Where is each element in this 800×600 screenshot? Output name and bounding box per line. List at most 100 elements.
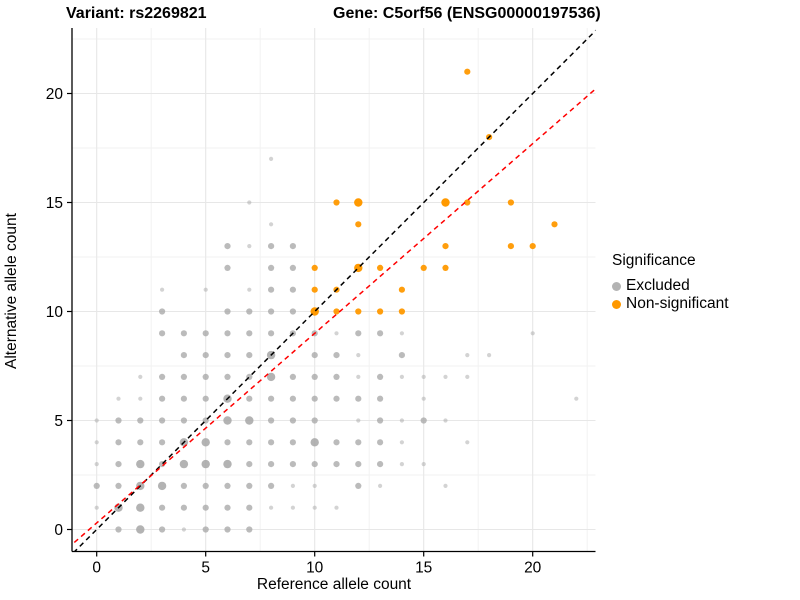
- data-point-excluded[interactable]: [377, 461, 384, 468]
- data-point-excluded[interactable]: [289, 286, 296, 293]
- data-point-excluded[interactable]: [269, 505, 274, 510]
- data-point-non-significant[interactable]: [311, 286, 318, 293]
- data-point-excluded[interactable]: [180, 395, 187, 402]
- data-point-excluded[interactable]: [202, 526, 209, 533]
- data-point-non-significant[interactable]: [441, 198, 450, 207]
- data-point-non-significant[interactable]: [354, 198, 363, 207]
- data-point-excluded[interactable]: [268, 482, 275, 489]
- data-point-excluded[interactable]: [116, 396, 121, 401]
- data-point-excluded[interactable]: [378, 483, 383, 488]
- data-point-excluded[interactable]: [224, 439, 231, 446]
- data-point-excluded[interactable]: [180, 330, 187, 337]
- data-point-non-significant[interactable]: [377, 264, 384, 271]
- data-point-excluded[interactable]: [247, 287, 252, 292]
- data-point-excluded[interactable]: [246, 526, 253, 533]
- data-point-excluded[interactable]: [245, 416, 254, 425]
- data-point-excluded[interactable]: [137, 417, 144, 424]
- data-point-excluded[interactable]: [224, 526, 231, 533]
- data-point-excluded[interactable]: [355, 482, 362, 489]
- data-point-excluded[interactable]: [290, 505, 295, 510]
- data-point-excluded[interactable]: [333, 395, 340, 402]
- data-point-non-significant[interactable]: [311, 264, 318, 271]
- data-point-excluded[interactable]: [224, 373, 231, 380]
- data-point-excluded[interactable]: [465, 353, 470, 358]
- data-point-excluded[interactable]: [157, 481, 167, 491]
- data-point-excluded[interactable]: [421, 396, 426, 401]
- data-point-excluded[interactable]: [377, 439, 384, 446]
- data-point-excluded[interactable]: [201, 438, 210, 447]
- data-point-excluded[interactable]: [224, 330, 231, 337]
- data-point-non-significant[interactable]: [529, 243, 536, 250]
- data-point-excluded[interactable]: [311, 395, 318, 402]
- data-point-excluded[interactable]: [333, 461, 340, 468]
- data-point-excluded[interactable]: [289, 439, 296, 446]
- data-point-excluded[interactable]: [356, 353, 361, 358]
- data-point-excluded[interactable]: [530, 331, 535, 336]
- data-point-excluded[interactable]: [269, 156, 274, 161]
- data-point-excluded[interactable]: [399, 331, 404, 336]
- data-point-excluded[interactable]: [202, 330, 209, 337]
- data-point-excluded[interactable]: [574, 396, 579, 401]
- data-point-excluded[interactable]: [311, 461, 318, 468]
- data-point-non-significant[interactable]: [442, 264, 449, 271]
- data-point-excluded[interactable]: [266, 372, 276, 382]
- data-point-excluded[interactable]: [246, 461, 253, 468]
- data-point-excluded[interactable]: [355, 395, 362, 402]
- data-point-excluded[interactable]: [289, 417, 296, 424]
- data-point-excluded[interactable]: [247, 244, 252, 249]
- data-point-excluded[interactable]: [94, 418, 99, 423]
- data-point-excluded[interactable]: [420, 417, 427, 424]
- data-point-excluded[interactable]: [289, 264, 296, 271]
- data-point-excluded[interactable]: [356, 374, 361, 379]
- data-point-excluded[interactable]: [465, 374, 470, 379]
- data-point-excluded[interactable]: [399, 440, 404, 445]
- data-point-excluded[interactable]: [202, 504, 209, 511]
- data-point-excluded[interactable]: [311, 417, 318, 424]
- data-point-non-significant[interactable]: [551, 221, 558, 228]
- data-point-excluded[interactable]: [138, 374, 143, 379]
- data-point-excluded[interactable]: [136, 459, 145, 469]
- data-point-excluded[interactable]: [202, 482, 209, 489]
- data-point-excluded[interactable]: [377, 330, 384, 337]
- data-point-excluded[interactable]: [268, 330, 275, 337]
- data-point-excluded[interactable]: [181, 527, 186, 532]
- data-point-non-significant[interactable]: [398, 286, 405, 293]
- data-point-excluded[interactable]: [399, 418, 404, 423]
- data-point-excluded[interactable]: [136, 503, 145, 512]
- data-point-excluded[interactable]: [137, 439, 144, 446]
- data-point-excluded[interactable]: [312, 505, 317, 510]
- data-point-excluded[interactable]: [94, 440, 99, 445]
- data-point-excluded[interactable]: [443, 483, 448, 488]
- data-point-excluded[interactable]: [268, 461, 275, 468]
- data-point-excluded[interactable]: [289, 243, 296, 250]
- data-point-non-significant[interactable]: [420, 264, 427, 271]
- data-point-excluded[interactable]: [202, 352, 209, 359]
- data-point-excluded[interactable]: [355, 330, 362, 337]
- data-point-excluded[interactable]: [180, 504, 187, 511]
- data-point-excluded[interactable]: [247, 200, 252, 205]
- data-point-excluded[interactable]: [289, 373, 296, 380]
- data-point-excluded[interactable]: [224, 264, 231, 271]
- data-point-excluded[interactable]: [421, 374, 426, 379]
- data-point-excluded[interactable]: [159, 373, 166, 380]
- data-point-excluded[interactable]: [180, 482, 187, 489]
- data-point-excluded[interactable]: [268, 308, 275, 315]
- data-point-excluded[interactable]: [289, 308, 296, 315]
- data-point-excluded[interactable]: [310, 438, 319, 447]
- data-point-excluded[interactable]: [159, 417, 166, 424]
- data-point-excluded[interactable]: [246, 352, 253, 359]
- data-point-excluded[interactable]: [224, 504, 231, 511]
- data-point-excluded[interactable]: [93, 482, 100, 489]
- data-point-excluded[interactable]: [179, 459, 189, 469]
- data-point-excluded[interactable]: [398, 352, 405, 359]
- data-point-excluded[interactable]: [202, 373, 209, 380]
- data-point-excluded[interactable]: [333, 439, 340, 446]
- data-point-excluded[interactable]: [115, 461, 122, 468]
- data-point-excluded[interactable]: [268, 243, 275, 250]
- data-point-excluded[interactable]: [356, 418, 361, 423]
- data-point-excluded[interactable]: [246, 308, 253, 315]
- data-point-excluded[interactable]: [224, 243, 231, 250]
- data-point-non-significant[interactable]: [398, 308, 405, 315]
- data-point-non-significant[interactable]: [333, 199, 340, 206]
- data-point-excluded[interactable]: [289, 395, 296, 402]
